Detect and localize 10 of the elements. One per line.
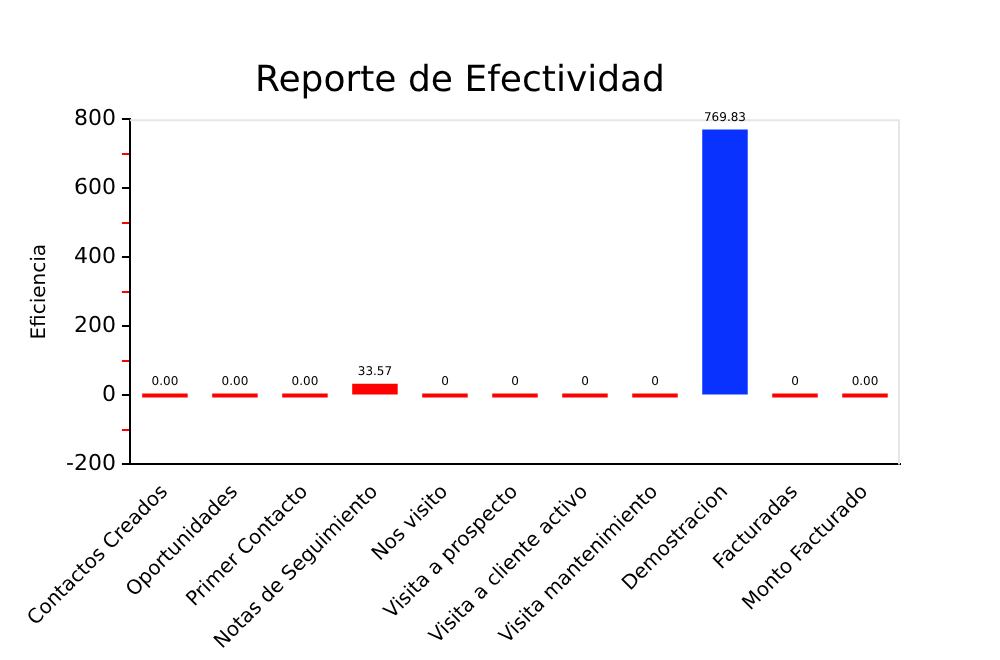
y-tick-label: 800 bbox=[73, 104, 116, 131]
bar bbox=[352, 383, 398, 395]
y-axis-title: Eficiencia bbox=[29, 244, 52, 340]
y-tick-label: 600 bbox=[73, 173, 116, 200]
y-tick-label: -200 bbox=[65, 450, 116, 477]
y-tick-label: 0 bbox=[101, 381, 116, 408]
chart-title: Reporte de Efectividad bbox=[255, 58, 665, 101]
bar bbox=[702, 129, 748, 395]
y-tick-label: 400 bbox=[73, 243, 116, 270]
y-tick-label: 200 bbox=[73, 312, 116, 339]
